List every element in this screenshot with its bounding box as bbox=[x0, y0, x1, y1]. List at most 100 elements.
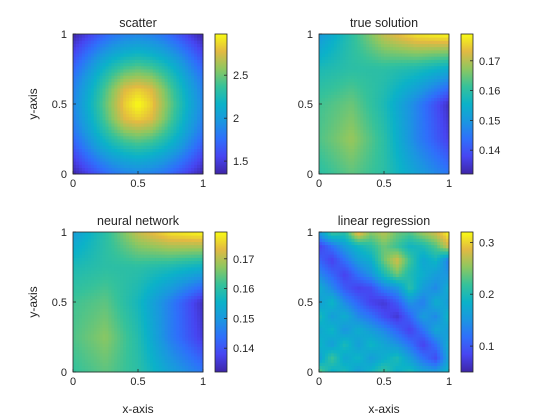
heatmap-cell bbox=[120, 59, 124, 64]
heatmap-cell bbox=[404, 113, 409, 118]
heatmap-cell bbox=[182, 349, 186, 354]
heatmap-cell bbox=[120, 126, 124, 130]
heatmap-cell bbox=[416, 151, 420, 156]
heatmap-cell bbox=[143, 56, 148, 60]
heatmap-cell bbox=[75, 298, 80, 303]
heatmap-cell bbox=[138, 170, 142, 175]
heatmap-cell bbox=[321, 59, 326, 64]
heatmap-cell bbox=[404, 132, 409, 137]
heatmap-cell bbox=[149, 94, 154, 99]
heatmap-cell bbox=[149, 356, 154, 360]
heatmap-cell bbox=[197, 43, 201, 48]
heatmap-cell bbox=[191, 349, 195, 354]
heatmap-cell bbox=[120, 167, 124, 172]
heatmap-cell bbox=[78, 343, 83, 347]
heatmap-cell bbox=[93, 327, 98, 332]
heatmap-cell bbox=[324, 119, 329, 124]
heatmap-cell bbox=[200, 356, 204, 360]
heatmap-cell bbox=[351, 110, 355, 114]
heatmap-cell bbox=[114, 135, 118, 140]
heatmap-cell bbox=[357, 81, 361, 86]
heatmap-cell bbox=[401, 69, 406, 73]
heatmap-cell bbox=[164, 113, 168, 118]
heatmap-cell bbox=[155, 295, 160, 300]
heatmap-cell bbox=[149, 148, 154, 153]
heatmap-cell bbox=[197, 298, 201, 303]
heatmap-cell bbox=[152, 139, 157, 143]
heatmap-cell bbox=[369, 167, 373, 172]
heatmap-cell bbox=[398, 132, 403, 137]
heatmap-cell bbox=[194, 113, 198, 118]
heatmap-cell bbox=[386, 94, 391, 99]
heatmap-cell bbox=[372, 123, 376, 127]
heatmap-cell bbox=[372, 167, 376, 172]
heatmap-cell bbox=[410, 107, 414, 111]
heatmap-cell bbox=[431, 43, 435, 48]
heatmap-cell bbox=[357, 116, 361, 121]
heatmap-cell bbox=[176, 100, 180, 105]
heatmap-cell bbox=[392, 37, 397, 41]
heatmap-cell bbox=[167, 349, 171, 354]
heatmap-cell bbox=[389, 123, 394, 127]
heatmap-cell bbox=[366, 139, 370, 143]
heatmap-cell bbox=[73, 314, 77, 319]
heatmap-cell bbox=[360, 88, 364, 92]
heatmap-cell bbox=[102, 53, 106, 57]
heatmap-cell bbox=[179, 368, 183, 373]
heatmap-cell bbox=[339, 81, 344, 86]
heatmap-cell bbox=[443, 158, 447, 162]
heatmap-cell bbox=[140, 330, 145, 335]
heatmap-cell bbox=[200, 91, 204, 95]
heatmap-cell bbox=[363, 53, 367, 57]
heatmap-cell bbox=[143, 69, 148, 73]
heatmap-cell bbox=[158, 167, 163, 172]
heatmap-cell bbox=[182, 340, 186, 344]
heatmap-cell bbox=[431, 135, 435, 140]
heatmap-cell bbox=[336, 145, 341, 149]
heatmap-cell bbox=[197, 107, 201, 111]
heatmap-cell bbox=[152, 97, 157, 102]
heatmap-cell bbox=[114, 56, 118, 60]
heatmap-cell bbox=[197, 75, 201, 79]
heatmap-cell bbox=[200, 97, 204, 102]
heatmap-cell bbox=[132, 43, 136, 48]
heatmap-cell bbox=[191, 145, 195, 149]
heatmap-cell bbox=[446, 78, 450, 83]
heatmap-cell bbox=[428, 135, 432, 140]
heatmap-cell bbox=[378, 145, 382, 149]
heatmap-cell bbox=[366, 116, 370, 121]
heatmap-cell bbox=[102, 151, 106, 156]
heatmap-cell bbox=[99, 142, 103, 146]
heatmap-cell bbox=[384, 170, 388, 175]
heatmap-cell bbox=[158, 151, 163, 156]
heatmap-cell bbox=[170, 129, 174, 134]
heatmap-cell bbox=[413, 135, 417, 140]
heatmap-cell bbox=[73, 352, 77, 357]
heatmap-cell bbox=[105, 94, 109, 99]
heatmap-cell bbox=[123, 88, 127, 92]
heatmap-cell bbox=[105, 145, 109, 149]
heatmap-cell bbox=[407, 53, 411, 57]
heatmap-cell bbox=[129, 129, 133, 134]
heatmap-cell bbox=[164, 34, 168, 38]
heatmap-cell bbox=[422, 40, 426, 44]
heatmap-cell bbox=[129, 75, 133, 79]
heatmap-cell bbox=[333, 167, 338, 172]
heatmap-cell bbox=[78, 158, 83, 162]
heatmap-cell bbox=[161, 333, 165, 338]
heatmap-cell bbox=[117, 78, 121, 83]
heatmap-cell bbox=[90, 135, 95, 140]
heatmap-cell bbox=[129, 145, 133, 149]
heatmap-cell bbox=[108, 88, 112, 92]
heatmap-cell bbox=[73, 151, 77, 156]
heatmap-cell bbox=[170, 148, 174, 153]
heatmap-cell bbox=[330, 167, 335, 172]
heatmap-cell bbox=[197, 167, 201, 172]
heatmap-cell bbox=[182, 59, 186, 64]
heatmap-cell bbox=[173, 110, 177, 114]
heatmap-cell bbox=[191, 59, 195, 64]
heatmap-cell bbox=[434, 72, 438, 76]
heatmap-cell bbox=[90, 148, 95, 153]
heatmap-cell bbox=[200, 148, 204, 153]
heatmap-cell bbox=[129, 349, 133, 354]
